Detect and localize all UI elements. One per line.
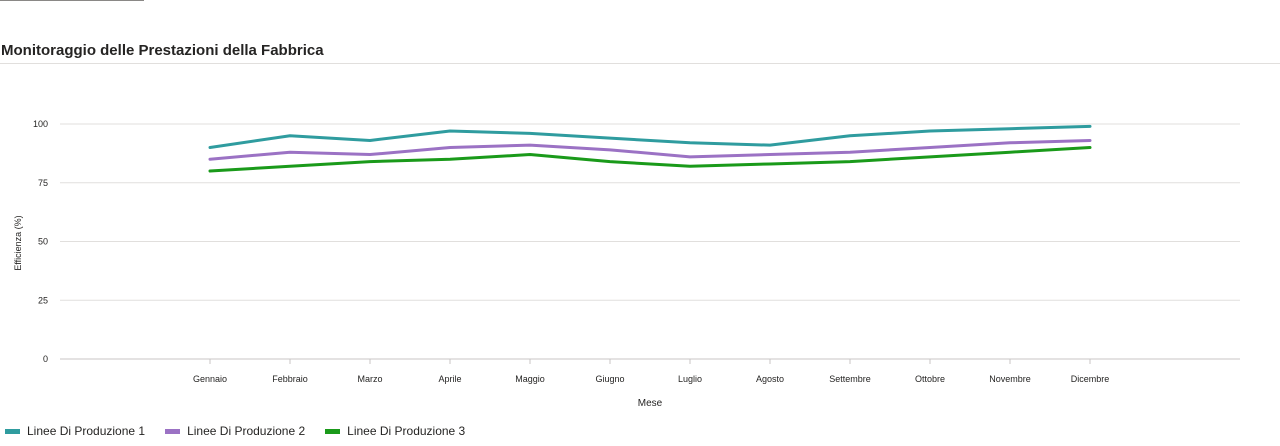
x-tick-label: Aprile: [438, 374, 461, 384]
x-tick-label: Luglio: [678, 374, 702, 384]
legend-label: Linee Di Produzione 2: [187, 424, 306, 438]
legend-item-3[interactable]: Linee Di Produzione 3: [320, 424, 465, 438]
series-line-3: [208, 146, 1092, 173]
x-tick-label: Febbraio: [272, 374, 308, 384]
y-tick-label: 25: [38, 295, 48, 305]
series-line-1: [208, 124, 1092, 149]
series-lines: [208, 124, 1092, 173]
legend-swatch: [165, 428, 181, 434]
x-tick-label: Settembre: [829, 374, 871, 384]
x-tick-label: Marzo: [357, 374, 382, 384]
title-divider: [0, 63, 1280, 64]
x-tick-label: Agosto: [756, 374, 784, 384]
y-tick-label: 50: [38, 237, 48, 247]
x-tick-label: Novembre: [989, 374, 1031, 384]
x-tick-label: Ottobre: [915, 374, 945, 384]
x-tick-label: Giugno: [595, 374, 624, 384]
legend-label: Linee Di Produzione 1: [27, 424, 146, 438]
y-tick-label: 100: [33, 119, 48, 129]
y-tick-label: 0: [43, 354, 48, 364]
x-tick-label: Gennaio: [193, 374, 227, 384]
y-axis-label: Efficienza (%): [13, 215, 23, 270]
top-divider: [0, 0, 144, 1]
chart-title: Monitoraggio delle Prestazioni della Fab…: [1, 42, 324, 59]
legend-item-1[interactable]: Linee Di Produzione 1: [0, 424, 145, 438]
x-axis: Gennaio Febbraio Marzo Aprile Maggio Giugno Lu…: [193, 359, 1109, 384]
x-tick-label: Dicembre: [1071, 374, 1110, 384]
series-line-2: [208, 138, 1092, 161]
legend-label: Linee Di Produzione 3: [347, 424, 466, 438]
x-tick-label: Maggio: [515, 374, 545, 384]
legend-swatch: [5, 428, 20, 434]
y-tick-label: 75: [38, 178, 48, 188]
y-axis: 0 25 50 75 100: [33, 119, 48, 364]
x-axis-label: Mese: [638, 398, 663, 409]
legend-swatch: [325, 428, 341, 434]
gridlines: [60, 123, 1240, 360]
legend-item-2[interactable]: Linee Di Produzione 2: [160, 424, 305, 438]
legend: Linee Di Produzione 1 Linee Di Produzione…: [0, 422, 480, 440]
